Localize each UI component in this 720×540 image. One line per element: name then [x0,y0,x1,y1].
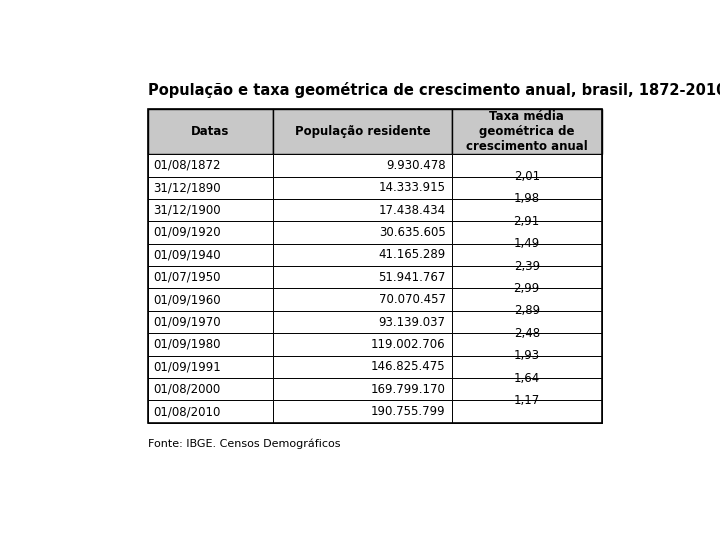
Bar [148,378,273,401]
Text: 01/09/1920: 01/09/1920 [153,226,220,239]
Bar [452,288,601,311]
Bar [452,356,601,378]
Bar [273,221,452,244]
Text: 51.941.767: 51.941.767 [378,271,446,284]
Text: População e taxa geométrica de crescimento anual, brasil, 1872-2010: População e taxa geométrica de crescimen… [148,82,720,98]
Text: 01/09/1980: 01/09/1980 [153,338,220,351]
Bar [452,401,601,423]
Text: 41.165.289: 41.165.289 [379,248,446,261]
Text: 2,01: 2,01 [513,170,540,183]
Text: 93.139.037: 93.139.037 [379,315,446,328]
Text: 2,89: 2,89 [513,305,540,318]
Bar [452,154,601,177]
Text: 31/12/1900: 31/12/1900 [153,204,220,217]
Bar [273,177,452,199]
Bar [273,356,452,378]
Text: 17.438.434: 17.438.434 [379,204,446,217]
Text: 01/09/1970: 01/09/1970 [153,315,220,328]
Text: 14.333.915: 14.333.915 [379,181,446,194]
Text: 146.825.475: 146.825.475 [371,360,446,373]
Text: 2,99: 2,99 [513,282,540,295]
Text: 1,93: 1,93 [513,349,540,362]
Text: 01/09/1991: 01/09/1991 [153,360,220,373]
Text: População residente: População residente [294,125,430,138]
Bar [452,311,601,333]
Text: Taxa média
geométrica de
crescimento anual: Taxa média geométrica de crescimento anu… [466,110,588,153]
Bar [273,288,452,311]
Text: 2,48: 2,48 [513,327,540,340]
Text: 1,49: 1,49 [513,237,540,250]
Bar [452,221,601,244]
Bar [273,154,452,177]
Bar [273,266,452,288]
Text: 01/08/2010: 01/08/2010 [153,405,220,418]
Bar [148,401,273,423]
Text: 190.755.799: 190.755.799 [371,405,446,418]
Bar [148,154,273,177]
Bar [148,110,601,423]
Text: 01/09/1960: 01/09/1960 [153,293,220,306]
Bar [452,378,601,401]
Text: 01/07/1950: 01/07/1950 [153,271,220,284]
Text: 1,64: 1,64 [513,372,540,384]
Bar [273,199,452,221]
Bar [148,311,273,333]
Bar [452,266,601,288]
Text: 01/08/1872: 01/08/1872 [153,159,220,172]
Bar [148,266,273,288]
Bar [452,244,601,266]
Text: Fonte: IBGE. Censos Demográficos: Fonte: IBGE. Censos Demográficos [148,438,341,449]
Text: 1,98: 1,98 [513,192,540,205]
Text: 119.002.706: 119.002.706 [371,338,446,351]
Text: Datas: Datas [192,125,230,138]
Text: 31/12/1890: 31/12/1890 [153,181,220,194]
Text: 169.799.170: 169.799.170 [371,383,446,396]
Text: 01/08/2000: 01/08/2000 [153,383,220,396]
Bar [148,356,273,378]
Bar [452,333,601,356]
Bar [452,110,601,154]
Text: 2,39: 2,39 [513,260,540,273]
Bar [148,244,273,266]
Bar [148,177,273,199]
Bar [273,244,452,266]
Bar [273,333,452,356]
Text: 1,17: 1,17 [513,394,540,407]
Bar [148,333,273,356]
Bar [148,221,273,244]
Text: 30.635.605: 30.635.605 [379,226,446,239]
Text: 70.070.457: 70.070.457 [379,293,446,306]
Bar [273,378,452,401]
Bar [452,199,601,221]
Bar [148,199,273,221]
Bar [273,110,452,154]
Bar [148,288,273,311]
Bar [273,311,452,333]
Bar [273,401,452,423]
Text: 01/09/1940: 01/09/1940 [153,248,220,261]
Bar [148,110,273,154]
Text: 2,91: 2,91 [513,215,540,228]
Bar [452,177,601,199]
Text: 9.930.478: 9.930.478 [386,159,446,172]
